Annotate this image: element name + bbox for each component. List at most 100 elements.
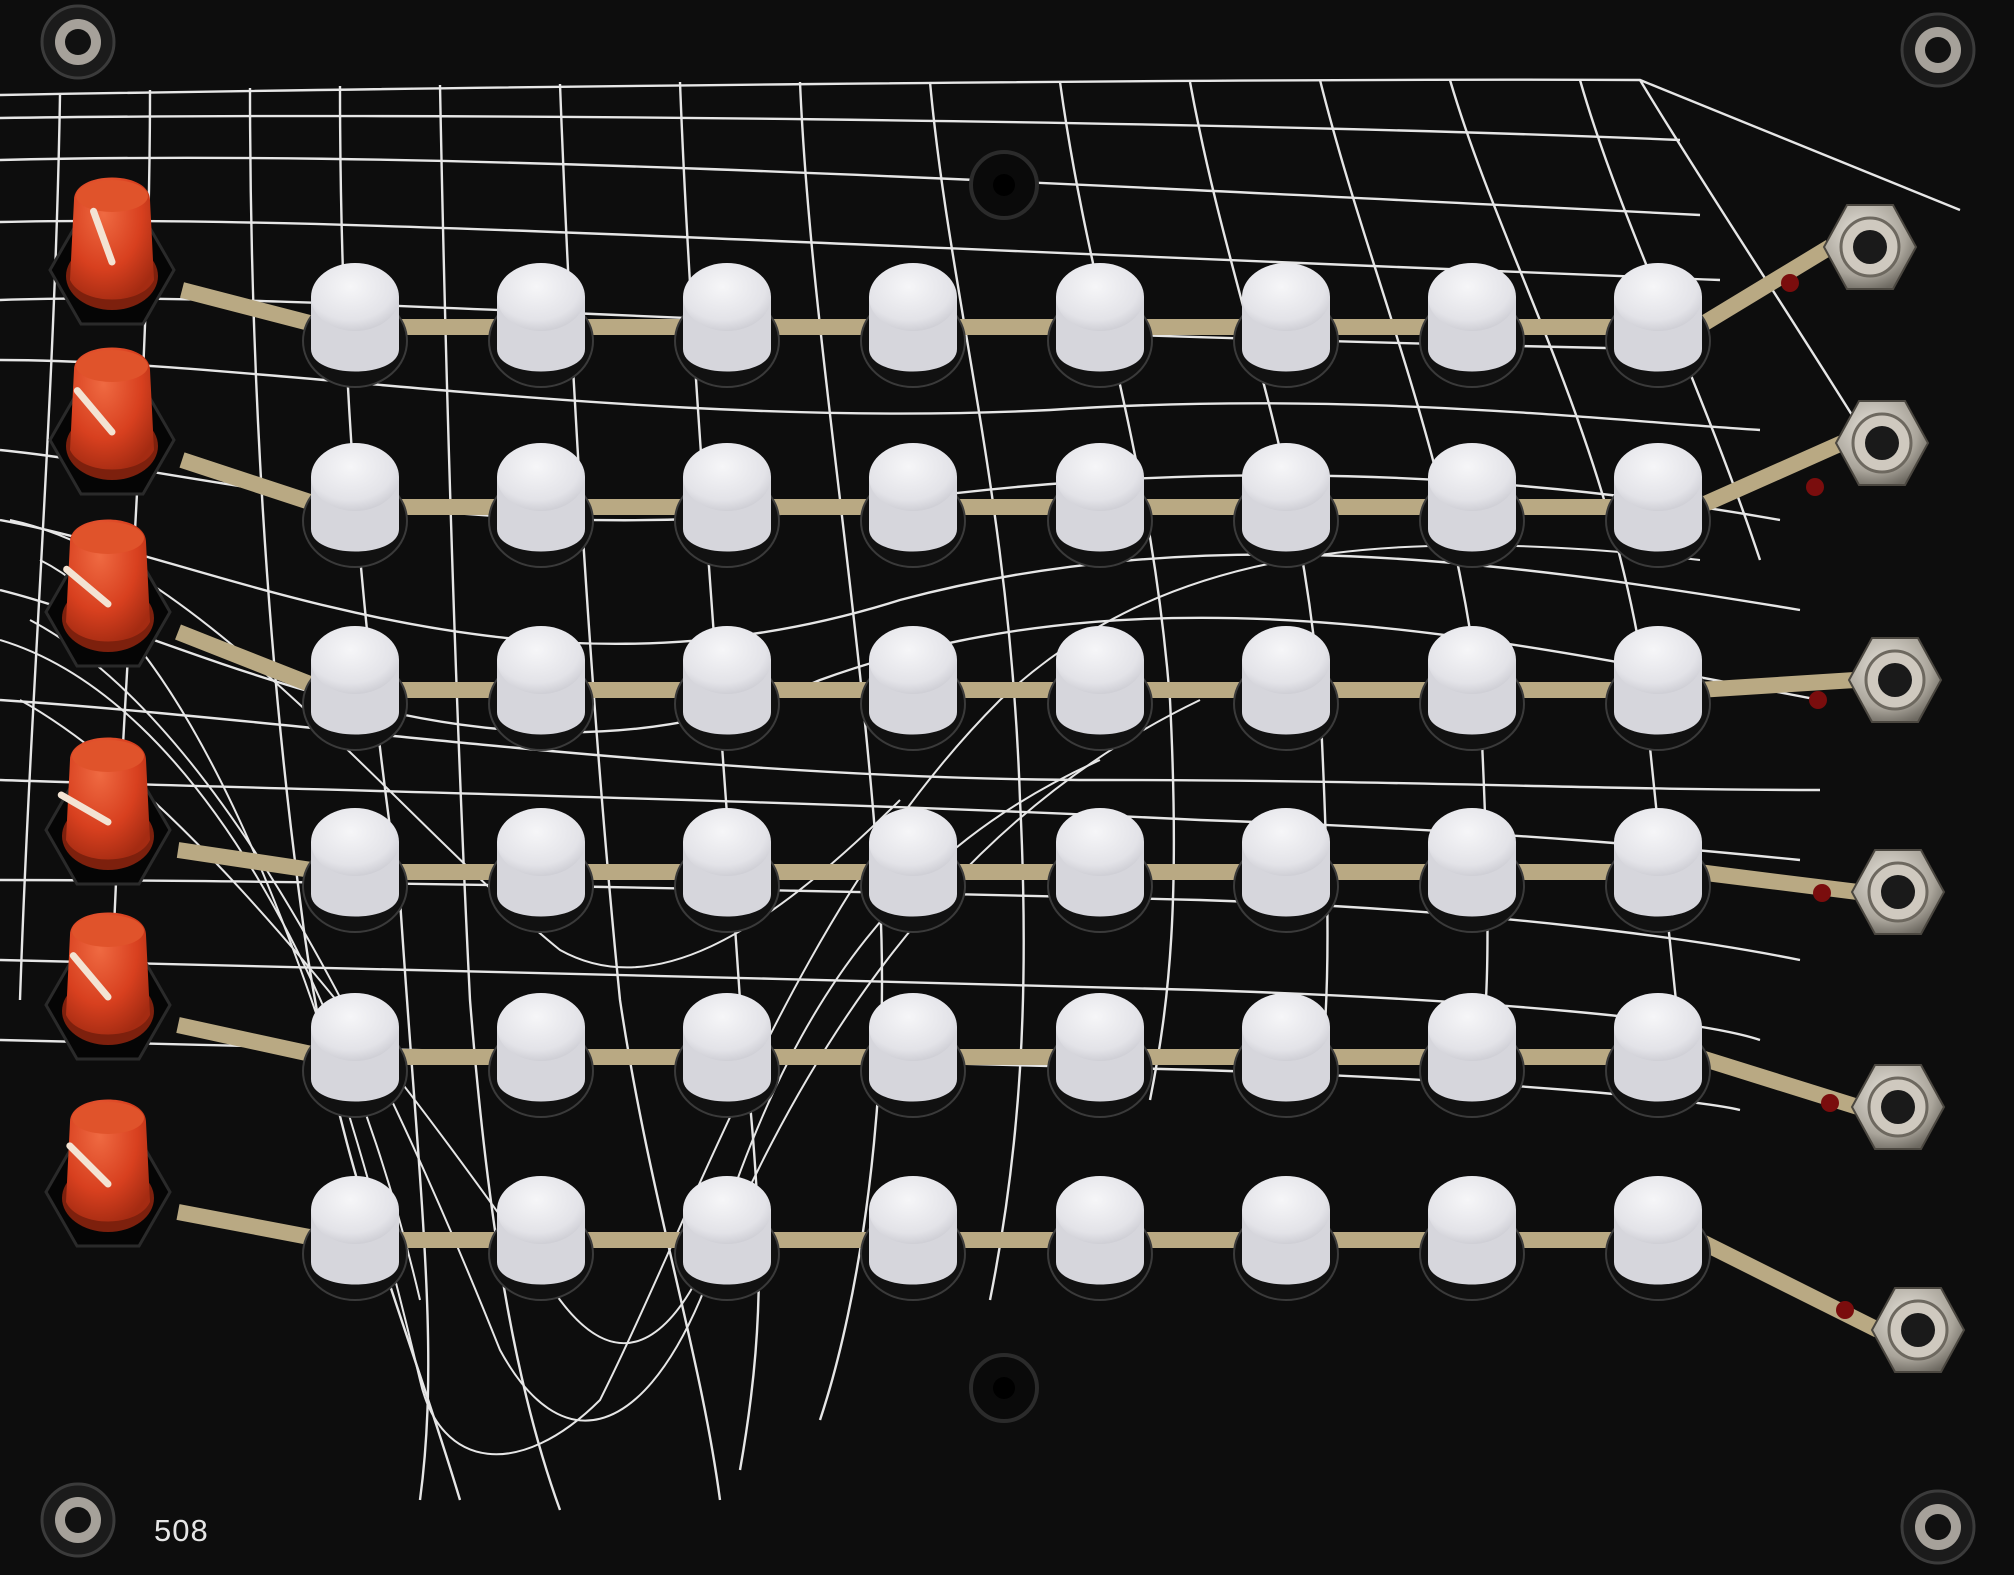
button-cap-icon[interactable]	[1056, 626, 1144, 694]
button-cap-icon[interactable]	[683, 626, 771, 694]
step-button[interactable]	[860, 443, 966, 568]
step-button[interactable]	[1233, 626, 1339, 751]
step-button[interactable]	[1605, 263, 1711, 388]
button-cap-icon[interactable]	[1242, 1176, 1330, 1244]
step-button[interactable]	[1047, 626, 1153, 751]
button-cap-icon[interactable]	[683, 263, 771, 331]
knob[interactable]	[44, 737, 172, 886]
step-button[interactable]	[1419, 626, 1525, 751]
step-button[interactable]	[302, 993, 408, 1118]
knob[interactable]	[44, 1099, 172, 1248]
knob[interactable]	[44, 912, 172, 1061]
button-cap-icon[interactable]	[311, 808, 399, 876]
step-button[interactable]	[1419, 263, 1525, 388]
step-button[interactable]	[302, 1176, 408, 1301]
button-cap-icon[interactable]	[683, 1176, 771, 1244]
step-button[interactable]	[1605, 626, 1711, 751]
output-jack[interactable]	[1850, 1064, 1946, 1150]
button-cap-icon[interactable]	[869, 1176, 957, 1244]
button-cap-icon[interactable]	[497, 993, 585, 1061]
step-button[interactable]	[674, 993, 780, 1118]
step-button[interactable]	[302, 808, 408, 933]
step-button[interactable]	[488, 993, 594, 1118]
button-cap-icon[interactable]	[1242, 443, 1330, 511]
step-button[interactable]	[488, 1176, 594, 1301]
output-jack[interactable]	[1850, 849, 1946, 935]
button-cap-icon[interactable]	[1056, 1176, 1144, 1244]
output-jack[interactable]	[1870, 1287, 1966, 1373]
step-button[interactable]	[860, 263, 966, 388]
step-button[interactable]	[488, 808, 594, 933]
button-cap-icon[interactable]	[1428, 443, 1516, 511]
button-cap-icon[interactable]	[1242, 626, 1330, 694]
button-cap-icon[interactable]	[1428, 626, 1516, 694]
button-cap-icon[interactable]	[497, 808, 585, 876]
button-cap-icon[interactable]	[869, 993, 957, 1061]
step-button[interactable]	[674, 1176, 780, 1301]
button-cap-icon[interactable]	[1056, 443, 1144, 511]
button-cap-icon[interactable]	[497, 263, 585, 331]
step-button[interactable]	[1233, 808, 1339, 933]
step-button[interactable]	[1605, 993, 1711, 1118]
step-button[interactable]	[1047, 443, 1153, 568]
step-button[interactable]	[1419, 443, 1525, 568]
button-cap-icon[interactable]	[1614, 626, 1702, 694]
button-cap-icon[interactable]	[683, 443, 771, 511]
button-cap-icon[interactable]	[1428, 808, 1516, 876]
step-button[interactable]	[302, 626, 408, 751]
step-button[interactable]	[674, 626, 780, 751]
button-cap-icon[interactable]	[869, 443, 957, 511]
step-button[interactable]	[488, 443, 594, 568]
step-button[interactable]	[860, 1176, 966, 1301]
step-button[interactable]	[1047, 808, 1153, 933]
button-cap-icon[interactable]	[311, 1176, 399, 1244]
step-button[interactable]	[1233, 1176, 1339, 1301]
button-cap-icon[interactable]	[869, 626, 957, 694]
step-button[interactable]	[674, 443, 780, 568]
button-cap-icon[interactable]	[683, 808, 771, 876]
step-button[interactable]	[1233, 443, 1339, 568]
step-button[interactable]	[1047, 1176, 1153, 1301]
step-button[interactable]	[1047, 263, 1153, 388]
button-cap-icon[interactable]	[311, 626, 399, 694]
step-button[interactable]	[1419, 808, 1525, 933]
step-button[interactable]	[1419, 993, 1525, 1118]
button-cap-icon[interactable]	[1242, 808, 1330, 876]
button-cap-icon[interactable]	[1056, 993, 1144, 1061]
button-cap-icon[interactable]	[497, 626, 585, 694]
button-cap-icon[interactable]	[1242, 263, 1330, 331]
output-jack[interactable]	[1847, 637, 1943, 723]
step-button[interactable]	[674, 808, 780, 933]
button-cap-icon[interactable]	[869, 263, 957, 331]
knob[interactable]	[44, 519, 172, 668]
knob[interactable]	[48, 347, 176, 496]
step-button[interactable]	[1233, 993, 1339, 1118]
step-button[interactable]	[860, 808, 966, 933]
step-button[interactable]	[1233, 263, 1339, 388]
button-cap-icon[interactable]	[311, 993, 399, 1061]
step-button[interactable]	[1605, 808, 1711, 933]
step-button[interactable]	[1419, 1176, 1525, 1301]
output-jack[interactable]	[1834, 400, 1930, 486]
button-cap-icon[interactable]	[1614, 993, 1702, 1061]
button-cap-icon[interactable]	[311, 263, 399, 331]
button-cap-icon[interactable]	[1428, 993, 1516, 1061]
button-cap-icon[interactable]	[1242, 993, 1330, 1061]
step-button[interactable]	[488, 263, 594, 388]
step-button[interactable]	[1047, 993, 1153, 1118]
button-cap-icon[interactable]	[1614, 263, 1702, 331]
button-cap-icon[interactable]	[1428, 1176, 1516, 1244]
button-cap-icon[interactable]	[497, 443, 585, 511]
button-cap-icon[interactable]	[1614, 443, 1702, 511]
step-button[interactable]	[674, 263, 780, 388]
button-cap-icon[interactable]	[1614, 808, 1702, 876]
step-button[interactable]	[302, 263, 408, 388]
knob[interactable]	[48, 177, 176, 326]
step-button[interactable]	[860, 993, 966, 1118]
step-button[interactable]	[1605, 443, 1711, 568]
button-cap-icon[interactable]	[1428, 263, 1516, 331]
step-button[interactable]	[1605, 1176, 1711, 1301]
button-cap-icon[interactable]	[311, 443, 399, 511]
step-button[interactable]	[860, 626, 966, 751]
button-cap-icon[interactable]	[683, 993, 771, 1061]
